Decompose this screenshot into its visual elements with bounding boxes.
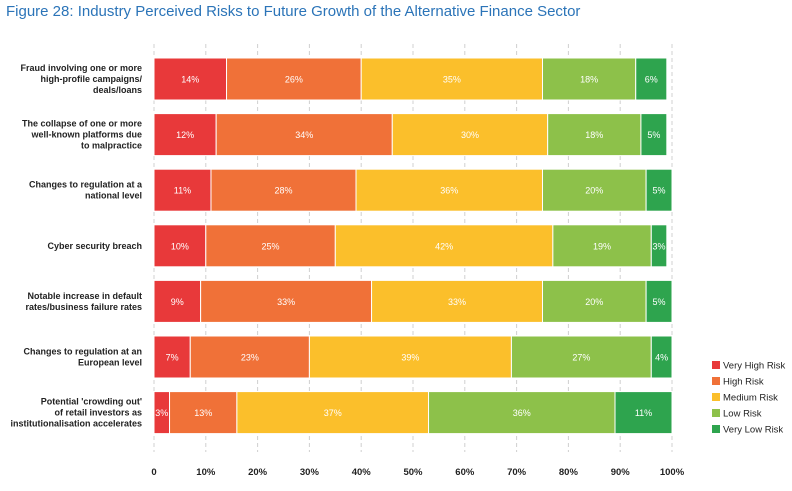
legend-label: Very Low Risk — [723, 425, 783, 436]
data-label: 28% — [274, 186, 292, 196]
tick-label: 40% — [352, 467, 372, 478]
bar-segment — [650, 335, 673, 379]
data-label: 12% — [176, 130, 194, 140]
data-label: 23% — [241, 353, 259, 363]
tick-label: 80% — [559, 467, 579, 478]
bar-segment — [542, 57, 637, 101]
data-label: 14% — [181, 75, 199, 85]
data-label: 27% — [572, 353, 590, 363]
data-label: 7% — [166, 353, 179, 363]
tick-label: 20% — [248, 467, 268, 478]
data-label: 11% — [174, 186, 191, 196]
category-label: Changes to regulation at an European leve… — [23, 347, 142, 368]
bar-segment — [360, 57, 544, 101]
legend-swatch — [712, 361, 720, 369]
bar-segment — [650, 224, 668, 268]
data-label: 20% — [585, 297, 603, 307]
category-label: The collapse of one or more well-known pl… — [22, 119, 142, 151]
chart-title: Figure 28: Industry Perceived Risks to F… — [6, 3, 581, 20]
bar-segment — [226, 57, 362, 101]
bar-segment — [645, 168, 673, 212]
bar-segment — [334, 224, 554, 268]
data-label: 3% — [155, 408, 168, 418]
data-label: 42% — [435, 241, 453, 251]
legend-swatch — [712, 393, 720, 401]
data-label: 10% — [171, 241, 189, 251]
category-label: Changes to regulation at a national level — [29, 180, 143, 201]
data-label: 34% — [295, 130, 313, 140]
x-axis-ticks: 0 10% 20% 30% 40% 50% 60% 70% 80% 90% 100% — [151, 467, 684, 478]
data-label: 33% — [277, 297, 295, 307]
data-label: 33% — [448, 297, 466, 307]
data-label: 25% — [262, 241, 280, 251]
data-label: 4% — [655, 353, 668, 363]
data-label: 5% — [647, 130, 660, 140]
category-label: Notable increase in default rates/busines… — [25, 291, 142, 312]
bar-segment — [391, 113, 549, 157]
bar-segment — [614, 391, 673, 435]
legend-swatch — [712, 409, 720, 417]
data-label: 13% — [194, 408, 212, 418]
data-label: 18% — [585, 130, 603, 140]
data-label: 20% — [585, 186, 603, 196]
bar-segment — [308, 335, 512, 379]
bar-segment — [205, 224, 336, 268]
data-label: 30% — [461, 130, 479, 140]
data-label: 19% — [593, 241, 611, 251]
tick-label: 60% — [455, 467, 475, 478]
bar-segment — [428, 391, 616, 435]
bar-segment — [153, 279, 202, 323]
bar-segment — [552, 224, 652, 268]
tick-label: 10% — [196, 467, 216, 478]
bar-segment — [189, 335, 310, 379]
bar-segment — [371, 279, 543, 323]
data-label: 26% — [285, 75, 303, 85]
category-label: Fraud involving one or more high-profile … — [20, 63, 142, 95]
data-label: 36% — [440, 186, 458, 196]
legend-swatch — [712, 377, 720, 385]
data-label: 6% — [645, 75, 658, 85]
tick-label: 50% — [403, 467, 423, 478]
bar-segment — [153, 224, 207, 268]
bars: 14% 26% 35% 18% 6% 12% 34% 30% 18% 5% 11% 28% 36% 20%… — [153, 57, 673, 435]
bar-segment — [640, 113, 668, 157]
legend-label: Medium Risk — [723, 393, 778, 404]
data-label: 3% — [653, 241, 666, 251]
data-label: 11% — [635, 408, 652, 418]
bar-segment — [355, 168, 543, 212]
data-label: 5% — [653, 186, 666, 196]
category-label: Cyber security breach — [47, 241, 142, 251]
legend: Very High Risk High Risk Medium Risk Low Ri… — [712, 361, 786, 436]
tick-label: 70% — [507, 467, 527, 478]
bar-segment — [169, 391, 238, 435]
bar-segment — [200, 279, 373, 323]
bar-segment — [153, 168, 212, 212]
bar-segment — [635, 57, 668, 101]
tick-label: 0 — [151, 467, 156, 478]
data-label: 35% — [443, 75, 461, 85]
legend-label: Low Risk — [723, 409, 762, 420]
bar-segment — [542, 168, 647, 212]
tick-label: 90% — [611, 467, 631, 478]
category-labels: Fraud involving one or more high-profile … — [10, 63, 143, 429]
bar-segment — [645, 279, 673, 323]
tick-label: 30% — [300, 467, 320, 478]
data-label: 9% — [171, 297, 184, 307]
data-label: 5% — [653, 297, 666, 307]
bar-segment — [153, 113, 217, 157]
tick-label: 100% — [660, 467, 685, 478]
data-label: 18% — [580, 75, 598, 85]
bar-segment — [215, 113, 393, 157]
data-label: 37% — [324, 408, 342, 418]
legend-swatch — [712, 425, 720, 433]
data-label: 36% — [513, 408, 531, 418]
legend-label: High Risk — [723, 377, 764, 388]
legend-label: Very High Risk — [723, 361, 786, 372]
category-label: Potential 'crowding out' of retail invest… — [10, 397, 142, 429]
bar-segment — [547, 113, 642, 157]
data-label: 39% — [401, 353, 419, 363]
